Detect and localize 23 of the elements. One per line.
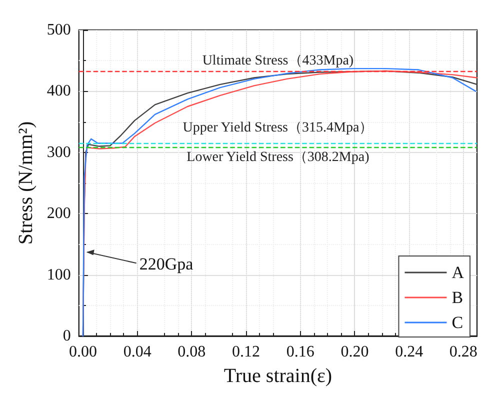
ref-line-label: Lower Yield Stress（308.2Mpa): [186, 150, 370, 165]
y-axis-title: Stress (N/mm²): [15, 121, 37, 245]
x-tick-label: 0.08: [178, 344, 206, 360]
legend-label: C: [452, 313, 464, 332]
x-tick-label: 0.04: [123, 344, 152, 360]
ref-line-label: Upper Yield Stress（315.4Mpa）: [182, 120, 374, 136]
x-tick-label: 0.12: [232, 344, 260, 360]
x-tick-label: 0.24: [395, 344, 424, 360]
annotation: 220Gpa: [139, 254, 194, 274]
x-tick-label: 0.16: [286, 344, 314, 360]
x-tick-label: 0.28: [449, 344, 478, 360]
y-tick-label: 300: [46, 144, 71, 161]
legend-label: B: [452, 288, 464, 307]
x-tick-label: 0.20: [340, 344, 369, 360]
y-tick-label: 400: [46, 82, 71, 100]
y-tick-label: 500: [46, 22, 71, 38]
y-tick-label: 100: [46, 266, 71, 284]
y-tick-label: 0: [62, 328, 71, 344]
ref-line-label: Ultimate Stress（433Mpa): [202, 54, 354, 69]
x-tick-label: 0.00: [68, 344, 97, 360]
legend-label: A: [452, 263, 465, 282]
y-tick-label: 200: [46, 205, 71, 222]
x-axis-title: True strain(ε): [224, 365, 332, 387]
